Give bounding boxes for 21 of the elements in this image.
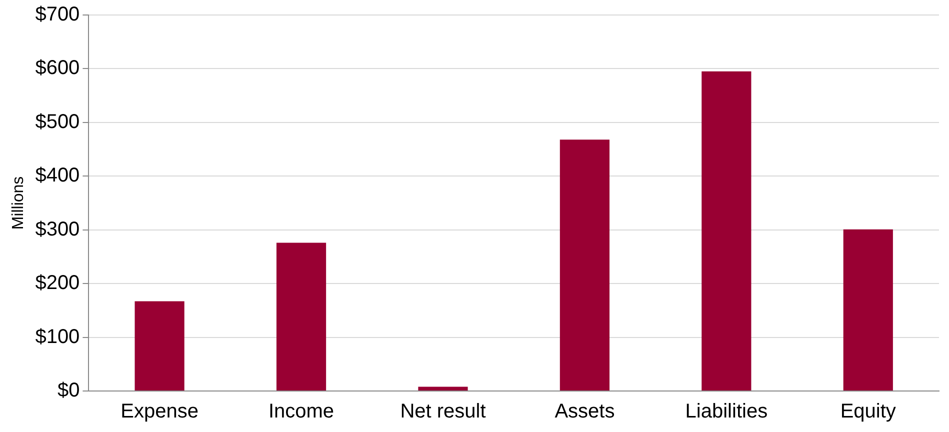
x-tick-label: Assets: [554, 400, 615, 423]
y-tick-label: $0: [57, 380, 80, 402]
bar: [702, 71, 752, 390]
bar: [560, 140, 610, 390]
y-tick-label: $700: [35, 4, 80, 26]
y-tick-label: $500: [35, 110, 80, 133]
y-tick-label: $300: [35, 218, 80, 240]
x-tick-label: Expense: [120, 400, 198, 423]
y-axis-title: Millions: [10, 176, 28, 230]
x-tick-label: Liabilities: [685, 400, 768, 423]
x-tick-label: Net result: [400, 400, 486, 423]
bar: [418, 386, 468, 390]
y-tick-label: $100: [35, 326, 80, 348]
y-tick-label: $400: [35, 164, 80, 187]
x-tick-label: Income: [268, 400, 334, 423]
x-tick-label: Equity: [840, 400, 896, 423]
bar: [843, 229, 893, 390]
bar: [134, 301, 184, 390]
y-tick-label: $600: [35, 57, 80, 80]
y-tick-label: $200: [35, 272, 80, 294]
bar: [276, 242, 326, 390]
